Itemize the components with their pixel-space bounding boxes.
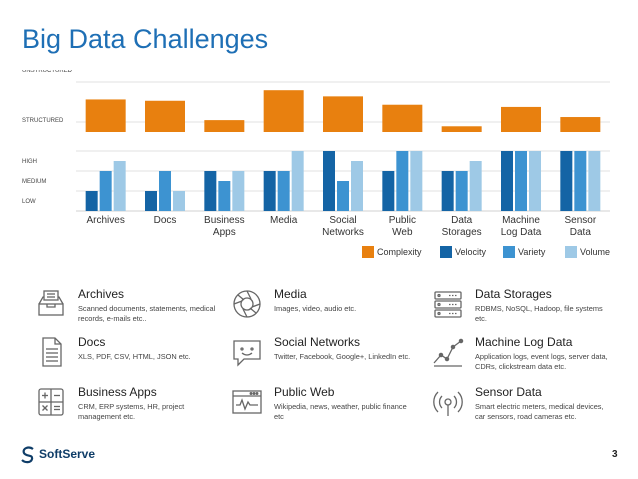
item-title: Public Web [274,385,335,399]
category-label: Media [270,215,298,226]
category-label: Data [570,227,592,238]
camera-icon [233,290,261,318]
axis-label: HIGH [22,159,37,165]
bar-volume [113,161,126,211]
bar-volume [529,151,541,211]
item-title: Sensor Data [475,385,542,399]
bar-velocity [323,151,335,211]
bar-volume [351,161,363,211]
bar-complexity [501,106,541,132]
bar-complexity [204,120,245,132]
bar-velocity [85,191,98,211]
archive-icon [38,290,64,316]
category-label: Archives [86,215,124,226]
item-description: Smart electric meters, medical devices, … [475,402,604,421]
bar-volume [410,151,423,211]
bar-variety [99,171,112,211]
legend-swatch-velocity [440,246,452,258]
item-description: Wikipedia, news, weather, public finance… [274,402,407,421]
category-label: Apps [213,227,236,238]
page-number: 3 [612,449,618,460]
legend-label: Velocity [455,247,487,257]
category-label: Social [329,215,356,226]
category-label: Networks [322,227,364,238]
page-title: Big Data Challenges [22,24,269,54]
bar-variety [574,151,587,211]
item-description: Twitter, Facebook, Google+, LinkedIn etc… [274,352,411,361]
softserve-logo-icon [21,446,34,464]
line-chart-icon [433,338,464,367]
document-icon [42,337,62,367]
legend-swatch-variety [503,246,515,258]
bar-velocity [441,171,454,211]
bar-velocity [204,171,217,211]
category-label: Web [392,227,413,238]
bar-velocity [382,171,395,211]
browser-icon [232,390,262,414]
chat-icon [233,340,261,367]
item-title: Machine Log Data [475,335,573,349]
item-title: Media [274,287,307,301]
axis-label: LOW [22,199,36,205]
legend-label: Variety [518,247,546,257]
item-title: Social Networks [274,335,361,349]
bar-complexity [323,96,363,132]
bar-variety [218,181,231,211]
item-title: Docs [78,335,106,349]
axis-label: UNSTRUCTURED [22,70,73,74]
item-description: XLS, PDF, CSV, HTML, JSON etc. [78,352,191,361]
legend-swatch-volume [565,246,577,258]
bar-velocity [263,171,276,211]
bar-variety [455,171,468,211]
item-description: Scanned documents, statements, medical r… [78,304,216,323]
item-description: Images, video, audio etc. [274,304,357,313]
bar-variety [277,171,290,211]
server-icon [434,291,462,318]
bar-variety [337,181,349,211]
bar-volume [291,151,304,211]
bar-complexity [263,90,304,132]
category-label: Log Data [501,227,542,238]
bar-complexity [560,117,601,132]
category-label: Machine [502,215,540,226]
item-description: CRM, ERP systems, HR, project management… [78,402,185,421]
axis-label: STRUCTURED [22,118,64,124]
brand-name: SoftServe [39,447,96,461]
legend-swatch-complexity [362,246,374,258]
category-label: Docs [154,215,177,226]
bar-volume [469,161,482,211]
category-label: Storages [442,227,482,238]
bar-complexity [145,100,185,132]
big-data-chart: UNSTRUCTURED STRUCTURED HIGH MEDIUM LOW Archi… [22,70,610,258]
bar-velocity [560,151,573,211]
bar-complexity [382,104,423,132]
legend-label: Volume [580,247,610,257]
bar-variety [396,151,409,211]
sensor-icon [433,391,463,416]
bar-complexity [441,126,482,132]
legend-label: Complexity [377,247,422,257]
item-description: Application logs, event logs, server dat… [475,352,608,371]
item-description: RDBMS, NoSQL, Hadoop, file systems etc. [475,304,603,323]
bar-volume [232,171,245,211]
category-label: Public [389,215,416,226]
category-label: Data [451,215,473,226]
calculator-icon [38,388,64,416]
category-label: Sensor [564,215,596,226]
category-label: Business [204,215,245,226]
bar-velocity [501,151,513,211]
bar-velocity [145,191,157,211]
axis-label: MEDIUM [22,179,46,185]
item-title: Data Storages [475,287,552,301]
item-title: Archives [78,287,125,301]
item-title: Business Apps [78,385,157,399]
bar-variety [515,151,527,211]
bar-volume [173,191,185,211]
bar-complexity [85,99,126,132]
bar-volume [588,151,601,211]
bar-variety [159,171,171,211]
